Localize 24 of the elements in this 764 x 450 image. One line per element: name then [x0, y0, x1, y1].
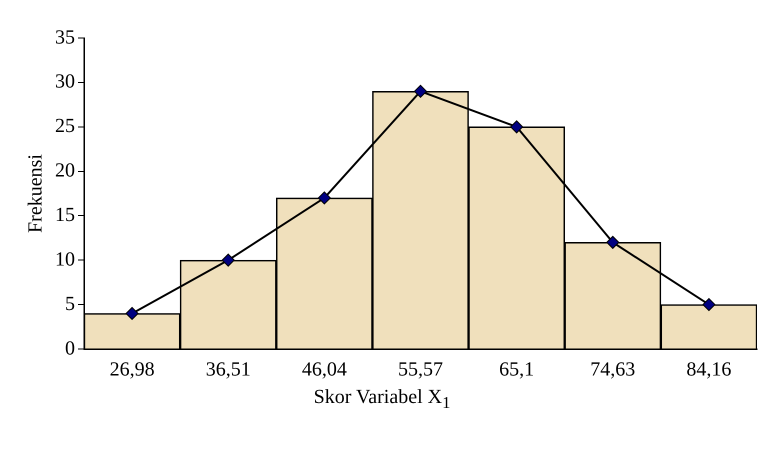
- x-tick-label: 46,04: [302, 358, 347, 380]
- y-axis-title: Frekuensi: [24, 154, 46, 233]
- y-tick-label: 0: [65, 337, 75, 360]
- point: [702, 298, 716, 312]
- y-tick-label: 15: [55, 204, 75, 226]
- y-tick-label: 35: [55, 26, 75, 48]
- x-tick-label: 65,1: [499, 358, 534, 380]
- y-tick-label: 25: [55, 115, 75, 138]
- y-tick-label: 30: [55, 70, 75, 93]
- y-tick-label: 20: [55, 160, 75, 182]
- point: [414, 84, 427, 98]
- point: [510, 120, 524, 134]
- y-tick-label: 10: [55, 248, 75, 270]
- point: [126, 306, 139, 320]
- x-tick-label: 84,16: [686, 358, 732, 380]
- x-tick-label: 36,51: [206, 358, 251, 380]
- x-tick-label: 55,57: [398, 358, 443, 380]
- y-tick-label: 5: [65, 292, 75, 315]
- x-tick-label: 74,63: [590, 358, 636, 380]
- x-axis-title: Skor Variabel X$_{1}$: [312, 386, 452, 413]
- point: [318, 191, 331, 204]
- point: [606, 236, 620, 249]
- point: [222, 254, 235, 267]
- x-tick-label: 26,98: [110, 358, 155, 380]
